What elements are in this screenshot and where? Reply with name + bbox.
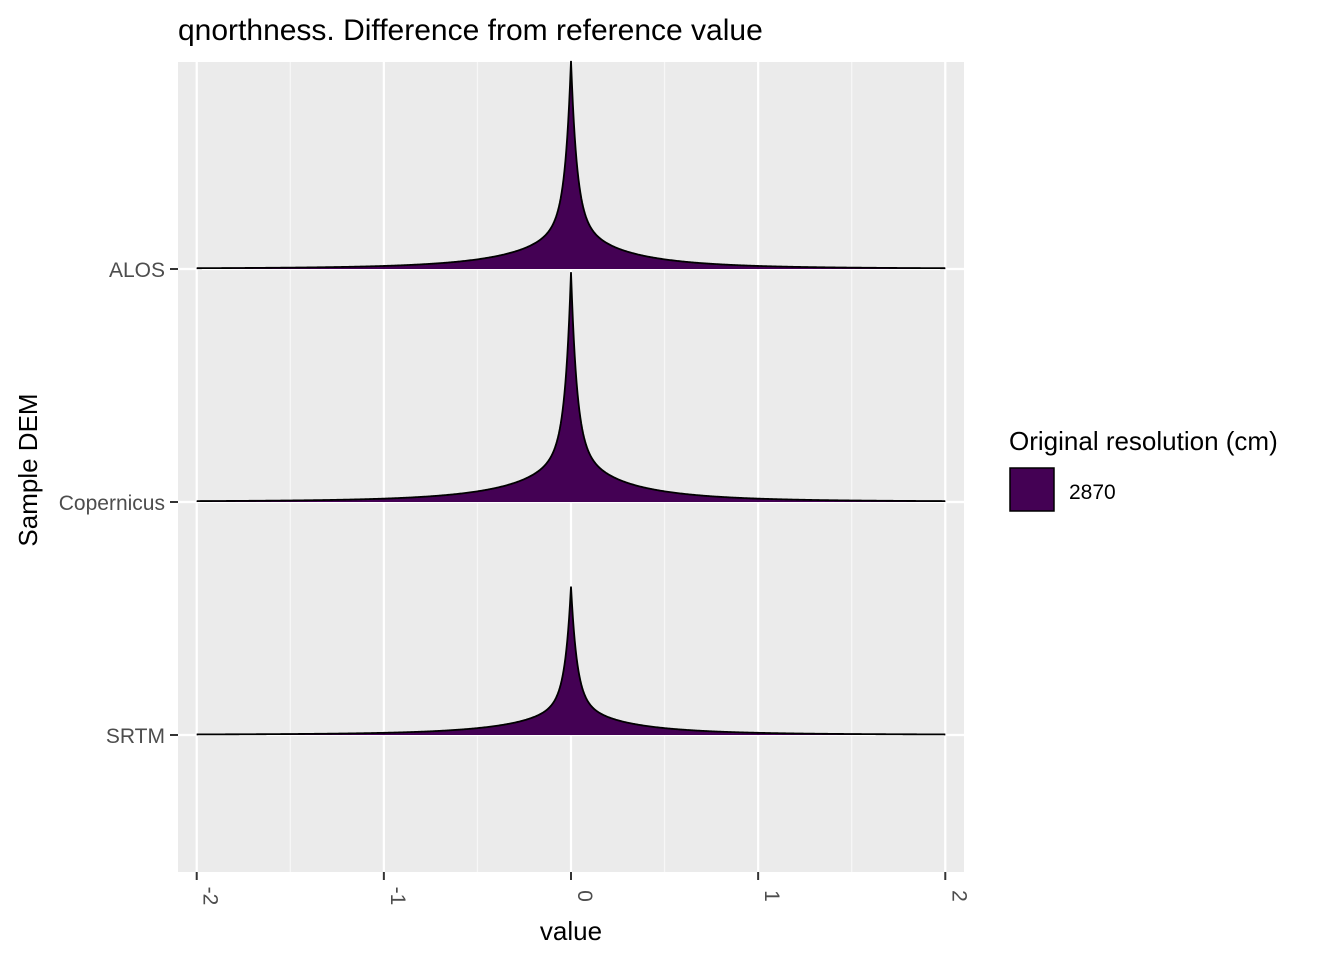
ridge-outline-copernicus bbox=[196, 272, 946, 502]
x-axis-title: value bbox=[540, 916, 602, 946]
y-axis-title: Sample DEM bbox=[13, 393, 43, 546]
legend-key-2870 bbox=[1009, 467, 1055, 512]
y-tick-label-alos: ALOS bbox=[109, 259, 165, 282]
chart-title: qnorthness. Difference from reference va… bbox=[178, 14, 763, 47]
legend-label-2870: 2870 bbox=[1069, 481, 1116, 504]
ridge-fill-alos bbox=[196, 60, 946, 269]
x-tick-label: 0 bbox=[573, 890, 596, 902]
legend: Original resolution (cm) 2870 bbox=[1009, 426, 1278, 512]
ridge-outline-srtm bbox=[196, 586, 946, 736]
ridge-fill-copernicus bbox=[196, 272, 946, 502]
x-tick-label: 1 bbox=[760, 890, 783, 902]
ridge-fill-srtm bbox=[196, 586, 946, 735]
x-tick-label: -1 bbox=[386, 887, 409, 906]
legend-title: Original resolution (cm) bbox=[1009, 426, 1278, 456]
y-tick-label-copernicus: Copernicus bbox=[59, 492, 165, 515]
minor-gridlines bbox=[289, 62, 853, 872]
x-tick-label: -2 bbox=[199, 887, 222, 906]
y-axis: ALOS Copernicus SRTM bbox=[59, 259, 178, 748]
density-ridges bbox=[196, 60, 946, 736]
y-tick-label-srtm: SRTM bbox=[106, 725, 165, 748]
x-tick-label: 2 bbox=[947, 890, 970, 902]
ridge-outline-alos bbox=[196, 60, 946, 270]
x-axis: -2 -1 0 1 2 bbox=[195, 872, 970, 906]
